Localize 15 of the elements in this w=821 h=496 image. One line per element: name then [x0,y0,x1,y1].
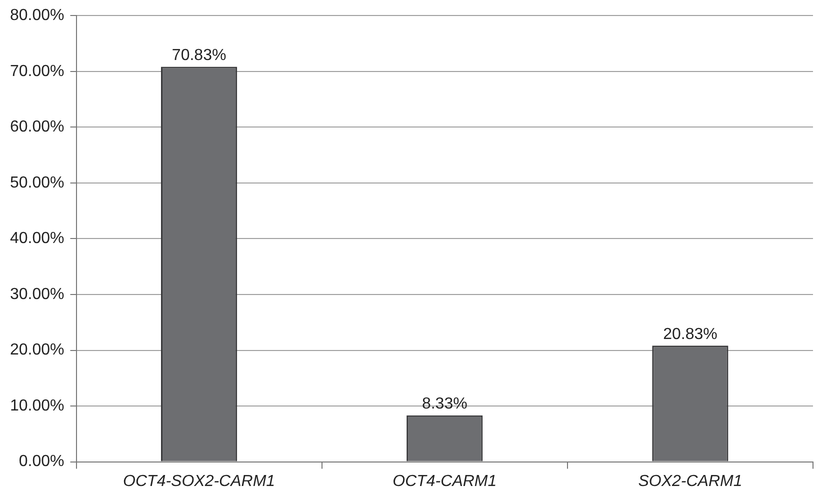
y-tick-label: 50.00% [10,174,64,192]
x-tick-label: OCT4-SOX2-CARM1 [123,472,276,490]
y-tick-label: 20.00% [10,342,64,359]
y-tick-label: 30.00% [10,286,64,303]
x-tick-label: SOX2-CARM1 [638,472,742,490]
y-tick-label: 10.00% [10,397,64,414]
data-label: 8.33% [422,396,468,413]
x-tick-label: OCT4-CARM1 [392,472,497,490]
y-tick-label: 60.00% [10,118,64,136]
y-tick-label: 40.00% [10,230,64,248]
data-label: 20.83% [663,326,718,344]
y-tick-label: 80.00% [10,7,64,24]
y-tick-label: 70.00% [10,62,64,80]
data-label: 70.83% [172,47,226,64]
y-tick-label: 0.00% [18,453,64,470]
